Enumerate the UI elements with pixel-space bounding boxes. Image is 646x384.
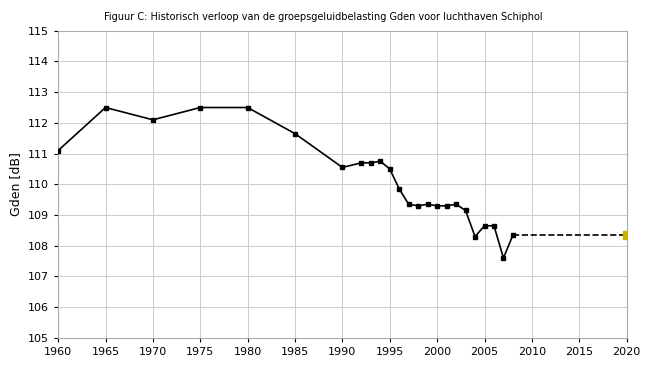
Y-axis label: Gden [dB]: Gden [dB]: [10, 152, 23, 216]
Text: Figuur C: Historisch verloop van de groepsgeluidbelasting Gden voor luchthaven S: Figuur C: Historisch verloop van de groe…: [104, 12, 542, 22]
